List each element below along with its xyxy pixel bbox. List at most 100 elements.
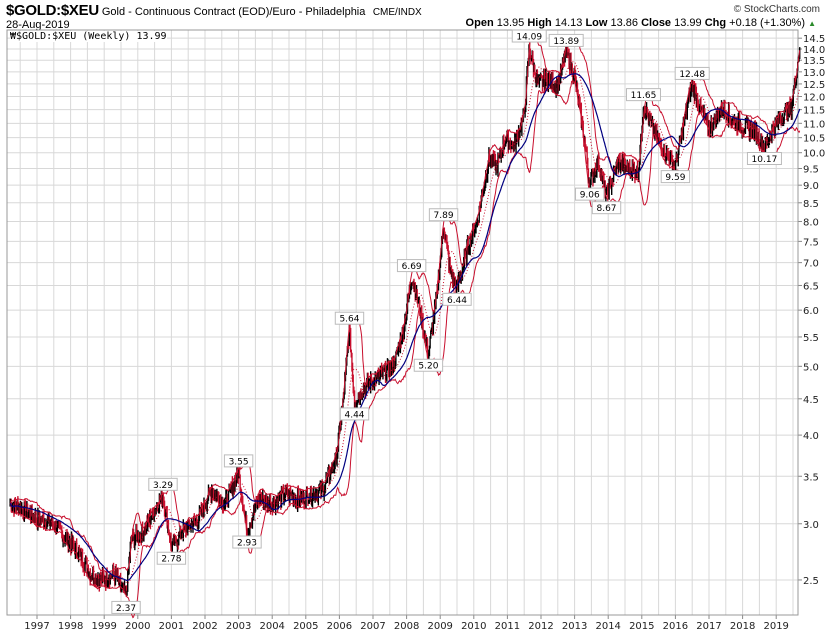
annotation-box (232, 535, 262, 549)
annotation-box (575, 187, 605, 201)
chart-title: $GOLD:$XEU Gold - Continuous Contract (EO… (6, 2, 422, 20)
y-tick-label: 6.0 (803, 306, 819, 317)
x-tick-label: 2014 (595, 621, 620, 632)
annotation-box (428, 208, 459, 222)
y-tick-label: 8.5 (803, 199, 819, 210)
y-tick-label: 8.0 (803, 217, 819, 228)
y-tick-label: 13.0 (803, 68, 825, 79)
annotation-box (156, 551, 187, 565)
y-tick-label: 12.5 (803, 80, 825, 91)
annotation-label: 9.06 (580, 191, 600, 201)
close-label: Close (641, 17, 672, 29)
y-tick-label: 9.5 (803, 165, 819, 176)
annotation-label: 7.89 (434, 211, 454, 221)
x-tick-label: 1999 (91, 621, 116, 632)
x-tick-label: 1997 (24, 621, 49, 632)
moving-average-line (9, 73, 801, 582)
x-tick-label: 2002 (192, 621, 217, 632)
y-tick-label: 10.0 (803, 149, 825, 160)
annotation-label: 10.17 (752, 155, 778, 165)
chg-label: Chg (704, 17, 727, 29)
x-tick-label: 2000 (125, 621, 150, 632)
x-tick-label: 2016 (663, 621, 688, 632)
y-tick-label: 14.5 (803, 34, 825, 45)
annotation-label: 5.20 (418, 362, 438, 372)
chg-value: +0.18 (+1.30%) (729, 17, 806, 29)
x-tick-label: 2007 (360, 621, 385, 632)
annotation-box (442, 292, 472, 306)
annotation-label: 3.29 (153, 481, 173, 491)
plot-border (6, 29, 799, 616)
annotation-box (339, 407, 370, 421)
annotation-box (674, 66, 710, 80)
annotation-box (223, 454, 254, 468)
date: 28-Aug-2019 (6, 19, 70, 31)
annotation-box (591, 201, 622, 215)
x-tick-label: 2010 (461, 621, 486, 632)
x-tick-label: 2003 (226, 621, 251, 632)
x-tick-label: 2012 (528, 621, 553, 632)
y-tick-label: 7.5 (803, 237, 819, 248)
annotation-box (625, 88, 661, 102)
x-tick-label: 2004 (259, 621, 284, 632)
annotation-label: 13.89 (553, 37, 579, 47)
y-tick-label: 10.5 (803, 134, 825, 145)
annotation-label: 11.65 (631, 91, 657, 101)
x-tick-label: 2008 (394, 621, 419, 632)
y-tick-label: 11.0 (803, 119, 825, 130)
exchange: CME/INDX (372, 7, 422, 18)
low-label: Low (585, 17, 608, 29)
y-tick-label: 9.0 (803, 181, 819, 192)
x-tick-label: 2006 (327, 621, 352, 632)
x-tick-label: 2018 (730, 621, 755, 632)
x-tick-label: 2009 (427, 621, 452, 632)
y-tick-label: 3.5 (803, 472, 819, 483)
y-tick-label: 2.5 (803, 576, 819, 587)
annotation-label: 6.44 (447, 296, 467, 306)
symbol: $GOLD:$XEU (6, 2, 99, 19)
x-tick-label: 2015 (629, 621, 654, 632)
bollinger-upper-band (9, 30, 801, 574)
y-tick-label: 4.5 (803, 395, 819, 406)
x-tick-label: 2013 (562, 621, 587, 632)
x-tick-label: 2001 (159, 621, 184, 632)
y-tick-label: 7.0 (803, 259, 819, 270)
bollinger-lower-band (9, 79, 801, 619)
annotation-box (148, 477, 178, 491)
annotation-label: 2.37 (116, 604, 136, 614)
description: Gold - Continuous Contract (EOD)/Euro - … (101, 6, 366, 18)
annotation-label: 3.55 (229, 457, 249, 467)
annotation-label: 5.64 (339, 315, 359, 325)
x-tick-label: 2005 (293, 621, 318, 632)
y-tick-label: 5.0 (803, 362, 819, 373)
annotation-box (660, 170, 691, 184)
y-tick-label: 3.0 (803, 520, 819, 531)
quote-summary: Open 13.95 High 14.13 Low 13.86 Close 13… (466, 17, 816, 29)
y-tick-label: 13.5 (803, 56, 825, 67)
open-value: 13.95 (496, 17, 525, 29)
x-tick-label: 2019 (763, 621, 788, 632)
annotation-box (396, 259, 427, 273)
annotation-box (334, 311, 365, 325)
x-tick-label: 1998 (58, 621, 83, 632)
x-tick-label: 2017 (696, 621, 721, 632)
annotation-label: 2.78 (161, 555, 181, 565)
y-tick-label: 6.5 (803, 281, 819, 292)
annotation-box (548, 33, 584, 47)
annotation-box (413, 358, 444, 372)
low-value: 13.86 (610, 17, 639, 29)
annotation-label: 12.48 (679, 70, 705, 80)
open-label: Open (465, 17, 494, 29)
high-label: High (527, 17, 552, 29)
annotation-label: 2.93 (237, 539, 257, 549)
high-value: 14.13 (554, 17, 583, 29)
y-tick-label: 14.0 (803, 45, 825, 56)
annotation-box (111, 600, 141, 614)
annotation-box (511, 29, 547, 43)
annotation-label: 8.67 (596, 204, 616, 214)
legend-text: $GOLD:$XEU (Weekly) 13.99 (16, 31, 167, 42)
y-tick-label: 12.0 (803, 93, 825, 104)
close-value: 13.99 (674, 17, 702, 29)
annotation-label: 6.69 (402, 262, 422, 272)
